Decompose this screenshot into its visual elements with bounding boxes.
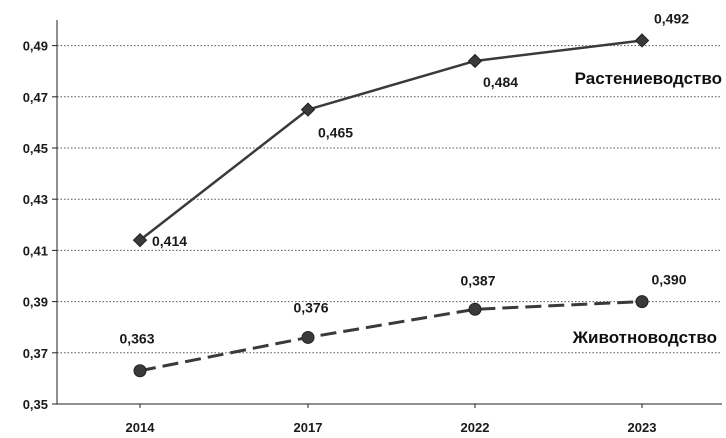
data-point xyxy=(635,295,649,309)
y-axis-tick-labels: 0,35 0,37 0,39 0,41 0,43 0,45 0,47 0,49 xyxy=(23,39,48,412)
y-tick-label: 0,43 xyxy=(23,192,48,207)
data-point xyxy=(467,53,483,69)
x-tick-label: 2017 xyxy=(294,420,323,435)
gridlines xyxy=(57,45,722,354)
y-tick-label: 0,45 xyxy=(23,141,48,156)
y-tick-label: 0,37 xyxy=(23,346,48,361)
series-rastenievodstvo: 0,414 0,465 0,484 0,492 xyxy=(132,10,689,249)
series-label-rastenievodstvo: Растениеводство xyxy=(575,69,722,88)
data-point xyxy=(634,33,650,48)
data-point xyxy=(133,364,147,378)
y-tick-label: 0,49 xyxy=(23,39,48,54)
series-zhivotnovodstvo: 0,363 0,376 0,387 0,390 xyxy=(119,272,687,378)
x-axis-tick-labels: 2014 2017 2022 2023 xyxy=(126,420,657,435)
series-line xyxy=(139,39,643,242)
y-tick-label: 0,47 xyxy=(23,90,48,105)
data-label: 0,390 xyxy=(651,272,686,288)
x-tick-label: 2022 xyxy=(461,420,490,435)
x-tick-label: 2023 xyxy=(628,420,657,435)
data-point xyxy=(132,232,148,248)
data-point xyxy=(301,330,315,344)
y-tick-label: 0,41 xyxy=(23,243,48,258)
axes xyxy=(52,20,722,408)
data-label: 0,363 xyxy=(119,331,154,347)
y-tick-label: 0,35 xyxy=(23,397,48,412)
x-tick-label: 2014 xyxy=(126,420,156,435)
data-label: 0,376 xyxy=(293,299,328,315)
data-point xyxy=(468,302,482,316)
data-label: 0,414 xyxy=(152,233,187,249)
series-group: 0,414 0,465 0,484 0,492 0,363 0,376 0,387 0,390 xyxy=(119,10,689,378)
series-label-zhivotnovodstvo: Животноводство xyxy=(572,328,717,347)
data-label: 0,484 xyxy=(483,74,518,90)
data-label: 0,465 xyxy=(318,125,353,141)
data-label: 0,387 xyxy=(460,272,495,288)
series-line xyxy=(139,300,643,373)
y-tick-label: 0,39 xyxy=(23,295,48,310)
data-label: 0,492 xyxy=(654,10,689,26)
data-point xyxy=(300,102,316,117)
